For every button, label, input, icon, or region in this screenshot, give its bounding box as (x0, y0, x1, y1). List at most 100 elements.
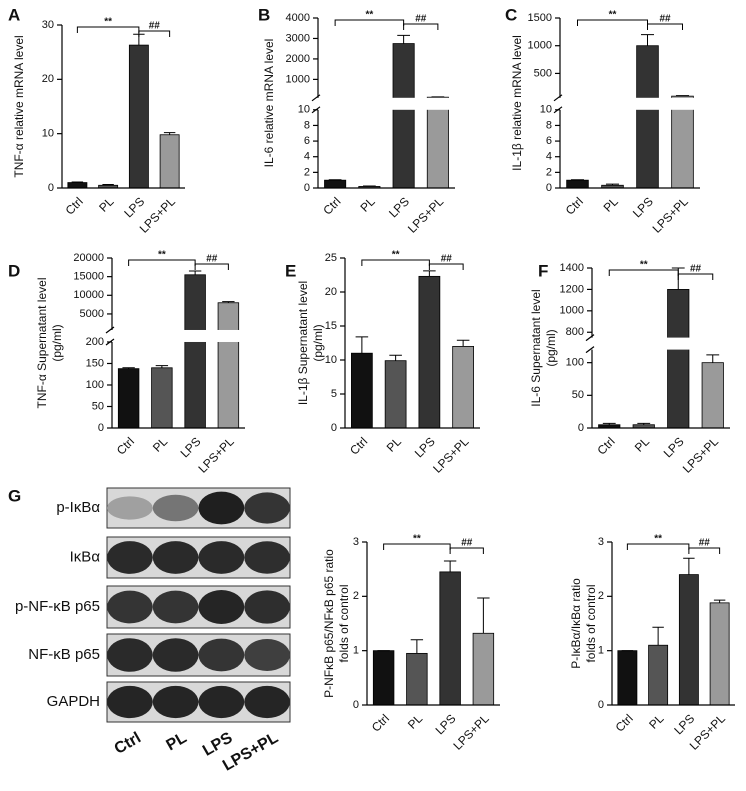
y-tick-label: 100 (86, 379, 104, 391)
blot-row-label: p-NF-κB p65 (15, 598, 100, 615)
y-axis-label: (pg/ml) (311, 324, 325, 361)
y-tick-label: 1 (353, 645, 359, 657)
significance-label: ** (158, 250, 166, 261)
y-tick-label: 10 (298, 104, 310, 116)
y-tick-label: 6 (546, 135, 552, 147)
y-tick-label: 2 (598, 590, 604, 602)
bar (473, 633, 494, 705)
blot-band (153, 591, 199, 624)
y-tick-label: 4000 (286, 12, 310, 24)
blot-row-label: GAPDH (47, 693, 100, 710)
bar (118, 369, 139, 428)
y-tick-label: 20000 (73, 252, 104, 264)
blot-band (199, 492, 245, 525)
y-tick-label: 20 (325, 286, 337, 298)
y-tick-label: 15000 (73, 271, 104, 283)
bar (68, 183, 87, 188)
y-tick-label: 5000 (80, 308, 104, 320)
y-tick-label: 8 (546, 119, 552, 131)
y-axis-label: IL-1β Supernatant level (296, 281, 310, 405)
axis-break (317, 98, 456, 110)
blot-band (107, 591, 153, 624)
y-tick-label: 3000 (286, 32, 310, 44)
y-axis-label: IL-1β relative mRNA level (510, 35, 524, 171)
axis-break (591, 338, 731, 350)
y-axis-label: folds of control (584, 584, 598, 662)
y-tick-label: 4 (304, 151, 310, 163)
blot-row-label: IκBα (70, 548, 101, 565)
bar (393, 44, 414, 188)
bar (567, 180, 589, 188)
bar (668, 289, 689, 428)
y-tick-label: 15 (325, 320, 337, 332)
y-tick-label: 10 (540, 104, 552, 116)
y-tick-label: 0 (304, 182, 310, 194)
bar (710, 603, 729, 705)
y-tick-label: 0 (598, 699, 604, 711)
bar (129, 45, 148, 188)
panel-label: D (8, 261, 20, 280)
y-tick-label: 100 (566, 357, 584, 369)
y-tick-label: 10000 (73, 289, 104, 301)
y-tick-label: 30 (42, 19, 54, 31)
y-tick-label: 1500 (528, 12, 552, 24)
blot-band (107, 541, 153, 574)
blot-band (244, 590, 290, 623)
axis-break (111, 330, 246, 342)
y-tick-label: 0 (48, 182, 54, 194)
bar (637, 46, 659, 188)
y-tick-label: 2000 (286, 53, 310, 65)
bar (427, 97, 448, 188)
significance-label: ** (609, 10, 617, 21)
blot-band (244, 639, 290, 671)
y-tick-label: 1 (598, 645, 604, 657)
y-tick-label: 2 (304, 166, 310, 178)
y-axis-label: TNF-α Supernatant level (35, 278, 49, 409)
blot-band (107, 638, 153, 672)
significance-label: ** (365, 10, 373, 21)
y-tick-label: 0 (353, 699, 359, 711)
y-tick-label: 1000 (528, 40, 552, 52)
bar (351, 353, 372, 428)
significance-label: ## (699, 538, 711, 549)
y-tick-label: 4 (546, 151, 552, 163)
y-tick-label: 5 (331, 388, 337, 400)
blot-band (199, 590, 245, 624)
y-tick-label: 0 (578, 422, 584, 434)
significance-label: ## (415, 14, 427, 25)
blot-band (244, 492, 290, 523)
y-axis-label: folds of control (337, 584, 351, 662)
blot-band (107, 496, 153, 519)
y-tick-label: 50 (92, 400, 104, 412)
y-axis-label: IL-6 relative mRNA level (262, 39, 276, 168)
significance-label: ## (690, 264, 702, 275)
y-axis-label: P-IκBα/IκBα ratio (569, 578, 583, 669)
panel-label: E (285, 261, 296, 280)
blot-row-label: p-IκBα (56, 499, 100, 516)
y-tick-label: 0 (331, 422, 337, 434)
y-tick-label: 50 (572, 389, 584, 401)
bar (440, 572, 461, 705)
y-tick-label: 3 (353, 536, 359, 548)
bar (419, 276, 440, 428)
y-axis-label: TNF-α relative mRNA level (12, 35, 26, 177)
blot-band (244, 686, 290, 718)
y-tick-label: 2 (353, 590, 359, 602)
y-tick-label: 20 (42, 73, 54, 85)
significance-label: ## (149, 21, 161, 32)
bar (453, 346, 474, 428)
panel-label: G (8, 486, 21, 505)
y-tick-label: 10 (325, 354, 337, 366)
y-tick-label: 2 (546, 166, 552, 178)
y-tick-label: 500 (534, 67, 552, 79)
panel-label: B (258, 5, 270, 24)
y-tick-label: 1400 (560, 262, 584, 274)
error-bar (676, 96, 689, 97)
bar (672, 96, 694, 188)
bar (325, 180, 346, 188)
bar (702, 363, 723, 428)
y-tick-label: 1200 (560, 283, 584, 295)
bar (373, 651, 394, 705)
y-tick-label: 200 (86, 336, 104, 348)
